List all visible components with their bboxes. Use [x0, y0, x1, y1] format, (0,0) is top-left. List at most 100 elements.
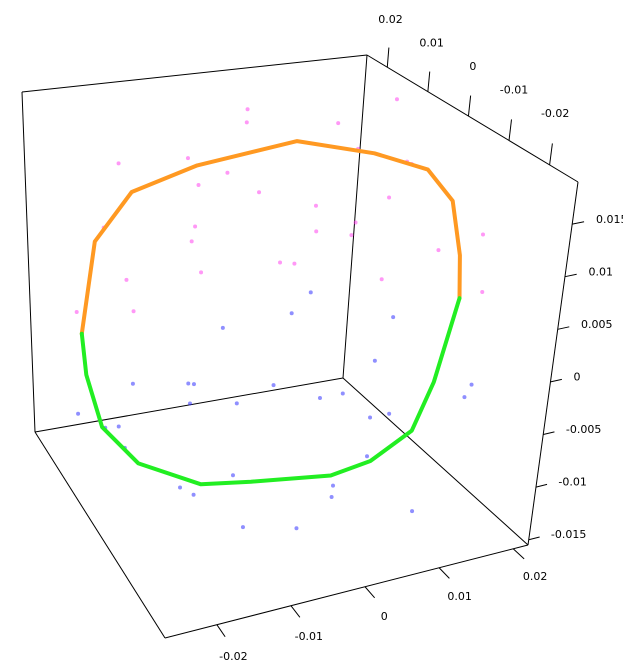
- point: [199, 270, 204, 275]
- point: [469, 382, 474, 387]
- x-tick: [512, 548, 525, 560]
- x-tick-label: -0.01: [295, 630, 323, 643]
- point: [116, 424, 121, 429]
- point: [240, 525, 245, 530]
- point: [124, 277, 129, 282]
- point: [387, 195, 392, 200]
- x-tick: [438, 567, 450, 579]
- box-edge: [366, 54, 579, 183]
- point: [314, 229, 319, 234]
- point: [278, 260, 283, 265]
- point: [317, 395, 322, 400]
- point: [329, 495, 334, 500]
- z-tick: [543, 431, 555, 436]
- y-tick-label: 0: [469, 60, 476, 73]
- point: [186, 381, 191, 386]
- point: [271, 383, 276, 388]
- z-tick-label: -0.005: [566, 423, 601, 436]
- point: [220, 325, 225, 330]
- z-tick: [564, 273, 577, 278]
- z-tick-label: 0.005: [581, 318, 613, 331]
- point: [230, 473, 235, 478]
- point: [191, 492, 196, 497]
- point: [193, 224, 198, 229]
- point: [331, 483, 336, 488]
- point: [289, 311, 294, 316]
- x-tick: [364, 586, 376, 599]
- y-tick: [427, 71, 431, 92]
- point: [76, 411, 81, 416]
- z-tick-label: -0.01: [558, 476, 586, 489]
- point: [340, 391, 345, 396]
- point: [462, 395, 467, 400]
- box-edge: [21, 54, 368, 93]
- point: [188, 401, 193, 406]
- z-tick: [557, 326, 570, 330]
- curve: [79, 139, 462, 336]
- point: [292, 261, 297, 266]
- box-edge: [527, 181, 579, 546]
- x-tick-label: 0.02: [523, 570, 548, 583]
- point: [225, 170, 230, 175]
- point: [116, 161, 121, 166]
- point: [196, 183, 201, 188]
- x-tick-label: 0.01: [447, 590, 472, 603]
- box-edge: [342, 377, 529, 546]
- y-tick: [549, 143, 553, 165]
- point: [308, 290, 313, 295]
- point: [244, 120, 249, 125]
- point: [410, 509, 415, 514]
- point: [372, 358, 377, 363]
- y-tick-label: -0.02: [541, 107, 569, 120]
- x-tick-label: 0: [381, 610, 388, 623]
- point: [130, 381, 135, 386]
- point: [349, 233, 354, 238]
- point: [480, 232, 485, 237]
- x-tick-label: -0.02: [219, 650, 247, 663]
- point: [131, 309, 136, 314]
- z-tick: [528, 536, 540, 541]
- point: [480, 289, 485, 294]
- y-tick: [508, 119, 513, 141]
- point: [368, 415, 373, 420]
- box-edge: [34, 431, 166, 639]
- y-tick: [386, 47, 390, 68]
- z-tick: [572, 221, 585, 225]
- point: [74, 309, 79, 314]
- z-tick-label: 0.015: [596, 213, 623, 226]
- point: [394, 97, 399, 102]
- y-tick-label: -0.01: [500, 83, 528, 96]
- point: [379, 277, 384, 282]
- box-edge: [164, 544, 529, 639]
- point: [245, 107, 250, 112]
- point: [294, 526, 299, 531]
- z-tick-label: -0.015: [551, 528, 586, 541]
- box-edge: [342, 54, 368, 379]
- point: [257, 190, 262, 195]
- point: [189, 239, 194, 244]
- x-tick: [216, 624, 226, 638]
- point: [191, 382, 196, 387]
- point: [336, 121, 341, 126]
- point: [365, 454, 370, 459]
- y-tick-label: 0.01: [419, 36, 444, 49]
- z-tick: [550, 378, 562, 383]
- y-tick: [467, 95, 472, 117]
- x-tick: [290, 605, 301, 618]
- z-tick: [535, 483, 548, 488]
- point: [178, 485, 183, 490]
- curve: [79, 296, 462, 487]
- point: [313, 203, 318, 208]
- box-edge: [21, 91, 36, 433]
- z-tick-label: 0: [573, 371, 580, 384]
- point: [387, 411, 392, 416]
- point: [353, 220, 358, 225]
- point: [391, 315, 396, 320]
- z-tick-label: 0.01: [588, 266, 613, 279]
- point: [185, 156, 190, 161]
- y-tick-label: 0.02: [378, 13, 403, 26]
- point: [436, 248, 441, 253]
- point: [234, 401, 239, 406]
